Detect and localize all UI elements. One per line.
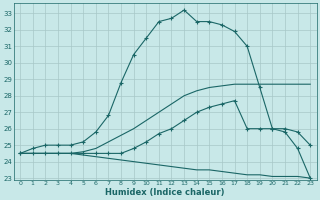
- X-axis label: Humidex (Indice chaleur): Humidex (Indice chaleur): [106, 188, 225, 197]
